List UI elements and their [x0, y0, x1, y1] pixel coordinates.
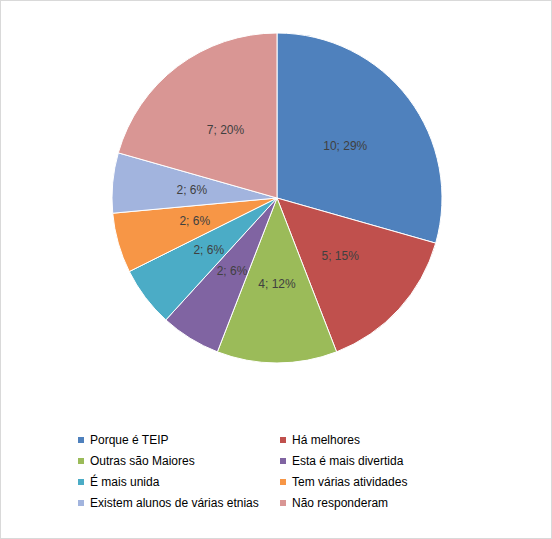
svg-text:Existem alunos de várias etnia: Existem alunos de várias etnias: [90, 496, 259, 510]
svg-text:Há melhores: Há melhores: [292, 433, 360, 447]
svg-text:2; 6%: 2; 6%: [177, 183, 208, 197]
svg-text:10; 29%: 10; 29%: [323, 139, 367, 153]
svg-text:Porque é TEIP: Porque é TEIP: [90, 433, 169, 447]
svg-text:Outras são Maiores: Outras são Maiores: [90, 454, 195, 468]
svg-text:Tem várias atividades: Tem várias atividades: [292, 475, 407, 489]
svg-text:Esta é mais divertida: Esta é mais divertida: [292, 454, 404, 468]
svg-text:Não responderam: Não responderam: [292, 496, 388, 510]
svg-text:2; 6%: 2; 6%: [179, 214, 210, 228]
svg-text:5; 15%: 5; 15%: [322, 249, 360, 263]
svg-text:2; 6%: 2; 6%: [217, 264, 248, 278]
svg-text:É mais unida: É mais unida: [90, 474, 160, 489]
svg-text:7; 20%: 7; 20%: [207, 123, 245, 137]
svg-text:4; 12%: 4; 12%: [258, 277, 296, 291]
svg-text:2; 6%: 2; 6%: [193, 243, 224, 257]
